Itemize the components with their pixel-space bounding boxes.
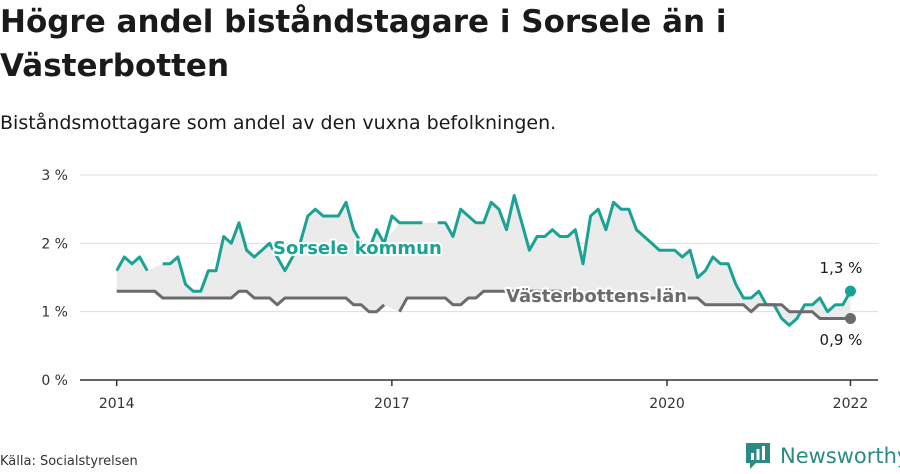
y-tick-label: 0 %	[41, 373, 68, 389]
y-tick-label: 2 %	[41, 236, 68, 252]
brand-logo[interactable]: Newsworthy	[744, 441, 900, 471]
x-tick-label: 2022	[833, 396, 869, 412]
newsworthy-logo-icon	[746, 443, 770, 469]
lan-end-label: 0,9 %	[820, 331, 863, 349]
lan-end-point	[844, 313, 856, 324]
sorsele-end-label: 1,3 %	[820, 259, 863, 277]
series-layer	[115, 194, 856, 327]
line-chart: 0 % 1 % 2 % 3 % 2014 2017 2020 2022 Sorsele kom…	[41, 168, 878, 412]
grid-layer: 0 % 1 % 2 % 3 % 2014 2017 2020 2022	[41, 168, 878, 412]
x-tick-label: 2020	[649, 396, 685, 412]
brand-name: Newsworthy	[780, 444, 900, 468]
lan-series-label: Västerbottens län	[506, 286, 687, 307]
x-tick-label: 2014	[99, 396, 135, 412]
y-tick-label: 3 %	[41, 168, 68, 184]
y-tick-label: 1 %	[41, 305, 68, 321]
difference-band	[116, 195, 851, 326]
chart-title: Högre andel biståndstagare i Sorsele än …	[0, 4, 727, 84]
chart-subtitle: Biståndsmottagare som andel av den vuxna…	[0, 112, 557, 134]
label-layer: Sorsele kommun Västerbottens län 1,3 % 0,9 …	[271, 236, 864, 351]
sorsele-end-point	[844, 285, 856, 297]
sorsele-series-line	[115, 194, 852, 327]
source-note: Källa: Socialstyrelsen	[0, 454, 138, 469]
lan-series-line	[116, 289, 851, 320]
x-tick-label: 2017	[374, 396, 410, 412]
sorsele-series-label: Sorsele kommun	[273, 238, 442, 259]
